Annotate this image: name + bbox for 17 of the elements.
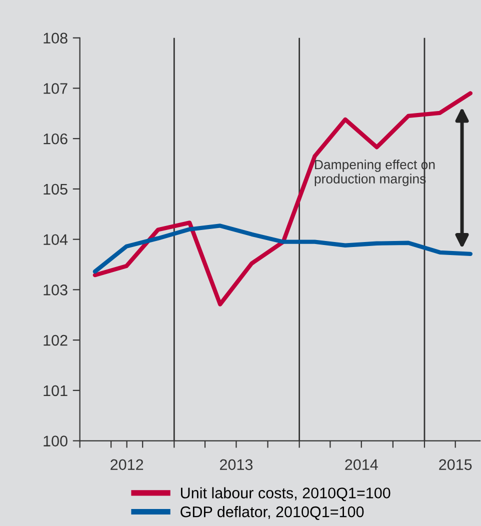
x-tick-label: 2015 [439,459,472,470]
x-tick-label: 2012 [110,459,144,470]
y-tick-label: 106 [44,133,68,144]
y-tick-label: 108 [44,32,68,44]
y-tick-label: 105 [44,184,68,195]
y-tick-label: 104 [44,234,68,246]
y-tick-label: 101 [44,385,68,396]
x-tick-label: 2013 [220,459,253,470]
line-series [92,91,473,306]
y-tick-label: 107 [44,83,68,94]
y-tick-label: 103 [44,284,68,296]
x-tick-label: 2014 [345,459,378,470]
line-series [92,224,473,274]
legend-label: GDP deflator, 2010Q1=100 [180,506,364,520]
y-tick-label: 102 [44,334,68,346]
legend-label: Unit labour costs, 2010Q1=100 [180,487,390,502]
y-tick-label: 100 [44,436,68,446]
